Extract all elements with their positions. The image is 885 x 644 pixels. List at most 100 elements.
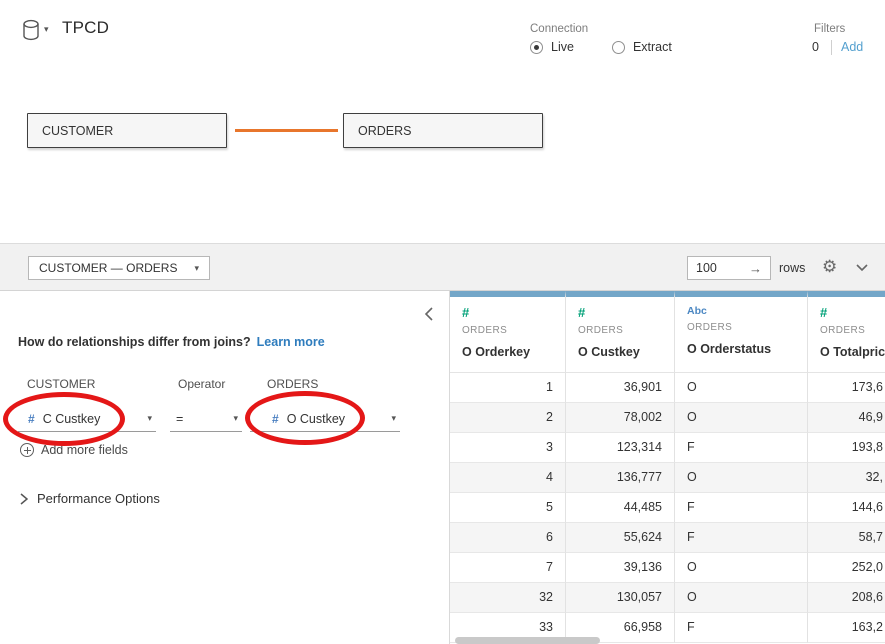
number-type-icon: # bbox=[462, 305, 470, 320]
cell: 2 bbox=[450, 403, 566, 433]
filters-add-link[interactable]: Add bbox=[841, 40, 864, 54]
canvas-table-customer-label: CUSTOMER bbox=[42, 123, 114, 138]
operator-value: = bbox=[176, 411, 184, 426]
cell: 5 bbox=[450, 493, 566, 523]
cell: 136,777 bbox=[566, 463, 675, 493]
table-row: 7 39,136 O 252,0 bbox=[450, 553, 885, 583]
left-table-column-label: CUSTOMER bbox=[27, 377, 96, 391]
right-field-value: O Custkey bbox=[286, 411, 346, 426]
cell: F bbox=[675, 433, 808, 463]
cell: 163,2 bbox=[808, 613, 885, 643]
cell: O bbox=[675, 373, 808, 403]
gear-icon[interactable]: ⚙ bbox=[822, 257, 838, 276]
table-row: 1 36,901 O 173,6 bbox=[450, 373, 885, 403]
column-table-name: ORDERS bbox=[820, 325, 866, 336]
cell: 7 bbox=[450, 553, 566, 583]
cell: 46,9 bbox=[808, 403, 885, 433]
cell: 58,7 bbox=[808, 523, 885, 553]
cell: 32 bbox=[450, 583, 566, 613]
live-radio-label[interactable]: Live bbox=[551, 40, 574, 54]
cell: 4 bbox=[450, 463, 566, 493]
number-type-icon: # bbox=[578, 305, 586, 320]
operator-dropdown[interactable]: = ▾ bbox=[170, 406, 242, 432]
extract-radio[interactable] bbox=[611, 40, 625, 54]
column-field-name: O Orderstatus bbox=[687, 342, 772, 356]
column-table-name: ORDERS bbox=[578, 325, 624, 336]
collapse-panel-button[interactable] bbox=[422, 305, 435, 323]
add-more-fields-button[interactable]: Add more fields bbox=[20, 443, 128, 457]
column-header-orderkey[interactable]: # ORDERS O Orderkey bbox=[450, 291, 566, 373]
filters-count: 0 bbox=[812, 40, 819, 54]
cell: 36,901 bbox=[566, 373, 675, 403]
cell: 39,136 bbox=[566, 553, 675, 583]
chevron-down-icon: ▾ bbox=[233, 413, 238, 423]
performance-options-label: Performance Options bbox=[37, 491, 160, 506]
canvas-table-orders[interactable]: ORDERS bbox=[343, 113, 543, 148]
horizontal-scrollbar-thumb[interactable] bbox=[455, 637, 600, 644]
column-header-totalprice[interactable]: # ORDERS O Totalprice bbox=[808, 291, 885, 373]
cell: O bbox=[675, 583, 808, 613]
column-header-orderstatus[interactable]: Abc ORDERS O Orderstatus bbox=[675, 291, 808, 373]
canvas-table-customer[interactable]: CUSTOMER bbox=[27, 113, 227, 148]
live-radio[interactable] bbox=[530, 40, 543, 54]
relationship-selector-dropdown[interactable]: CUSTOMER — ORDERS ▾ bbox=[28, 256, 210, 280]
cell: 6 bbox=[450, 523, 566, 553]
column-table-name: ORDERS bbox=[462, 325, 508, 336]
relationship-connector-line[interactable] bbox=[235, 129, 338, 132]
database-menu-caret-icon[interactable]: ▾ bbox=[44, 24, 49, 34]
connection-radio-group: Live Extract bbox=[530, 40, 702, 54]
cell: F bbox=[675, 493, 808, 523]
column-field-name: O Totalprice bbox=[820, 345, 885, 359]
table-row: 33 66,958 F 163,2 bbox=[450, 613, 885, 643]
cell: O bbox=[675, 553, 808, 583]
canvas-table-orders-label: ORDERS bbox=[358, 123, 412, 138]
column-field-name: O Custkey bbox=[578, 345, 640, 359]
cell: 208,6 bbox=[808, 583, 885, 613]
connection-label: Connection bbox=[530, 23, 589, 35]
cell: 44,485 bbox=[566, 493, 675, 523]
cell: O bbox=[675, 463, 808, 493]
string-type-icon: Abc bbox=[687, 305, 707, 317]
cell: 32, bbox=[808, 463, 885, 493]
table-row: 2 78,002 O 46,9 bbox=[450, 403, 885, 433]
performance-options-toggle[interactable]: Performance Options bbox=[20, 491, 160, 506]
database-icon[interactable] bbox=[20, 19, 42, 41]
left-field-value: C Custkey bbox=[42, 411, 101, 426]
filters-label: Filters bbox=[814, 23, 846, 35]
row-count-input[interactable] bbox=[696, 261, 746, 275]
cell: 252,0 bbox=[808, 553, 885, 583]
row-count-box: → bbox=[687, 256, 771, 280]
cell: 144,6 bbox=[808, 493, 885, 523]
datasource-title: TPCD bbox=[62, 18, 110, 37]
rows-label: rows bbox=[779, 261, 806, 275]
learn-more-link[interactable]: Learn more bbox=[256, 335, 325, 349]
left-field-dropdown[interactable]: # C Custkey ▾ bbox=[18, 406, 156, 432]
data-preview-grid: # ORDERS O Orderkey # ORDERS O Custkey A… bbox=[450, 291, 885, 644]
operator-column-label: Operator bbox=[178, 377, 226, 391]
chevron-down-icon[interactable] bbox=[856, 264, 868, 272]
apply-row-count-arrow-icon[interactable]: → bbox=[749, 260, 762, 276]
extract-radio-label[interactable]: Extract bbox=[632, 40, 672, 54]
cell: 3 bbox=[450, 433, 566, 463]
table-row: 3 123,314 F 193,8 bbox=[450, 433, 885, 463]
preview-toolbar: CUSTOMER — ORDERS ▾ → rows ⚙ bbox=[0, 243, 885, 291]
cell: 193,8 bbox=[808, 433, 885, 463]
column-header-custkey[interactable]: # ORDERS O Custkey bbox=[566, 291, 675, 373]
cell: 78,002 bbox=[566, 403, 675, 433]
cell: 1 bbox=[450, 373, 566, 403]
table-row: 32 130,057 O 208,6 bbox=[450, 583, 885, 613]
relationship-selector-label: CUSTOMER — ORDERS bbox=[39, 261, 178, 275]
column-table-name: ORDERS bbox=[687, 322, 733, 333]
right-table-column-label: ORDERS bbox=[267, 377, 319, 391]
number-type-icon: # bbox=[820, 305, 828, 320]
table-row: 4 136,777 O 32, bbox=[450, 463, 885, 493]
number-type-icon: # bbox=[272, 411, 279, 426]
right-field-dropdown[interactable]: # O Custkey ▾ bbox=[250, 406, 400, 432]
number-type-icon: # bbox=[28, 411, 35, 426]
cell: O bbox=[675, 403, 808, 433]
relationship-editor-panel bbox=[0, 291, 450, 644]
cell: F bbox=[675, 523, 808, 553]
chevron-down-icon: ▾ bbox=[147, 413, 152, 423]
filters-divider bbox=[831, 40, 832, 55]
